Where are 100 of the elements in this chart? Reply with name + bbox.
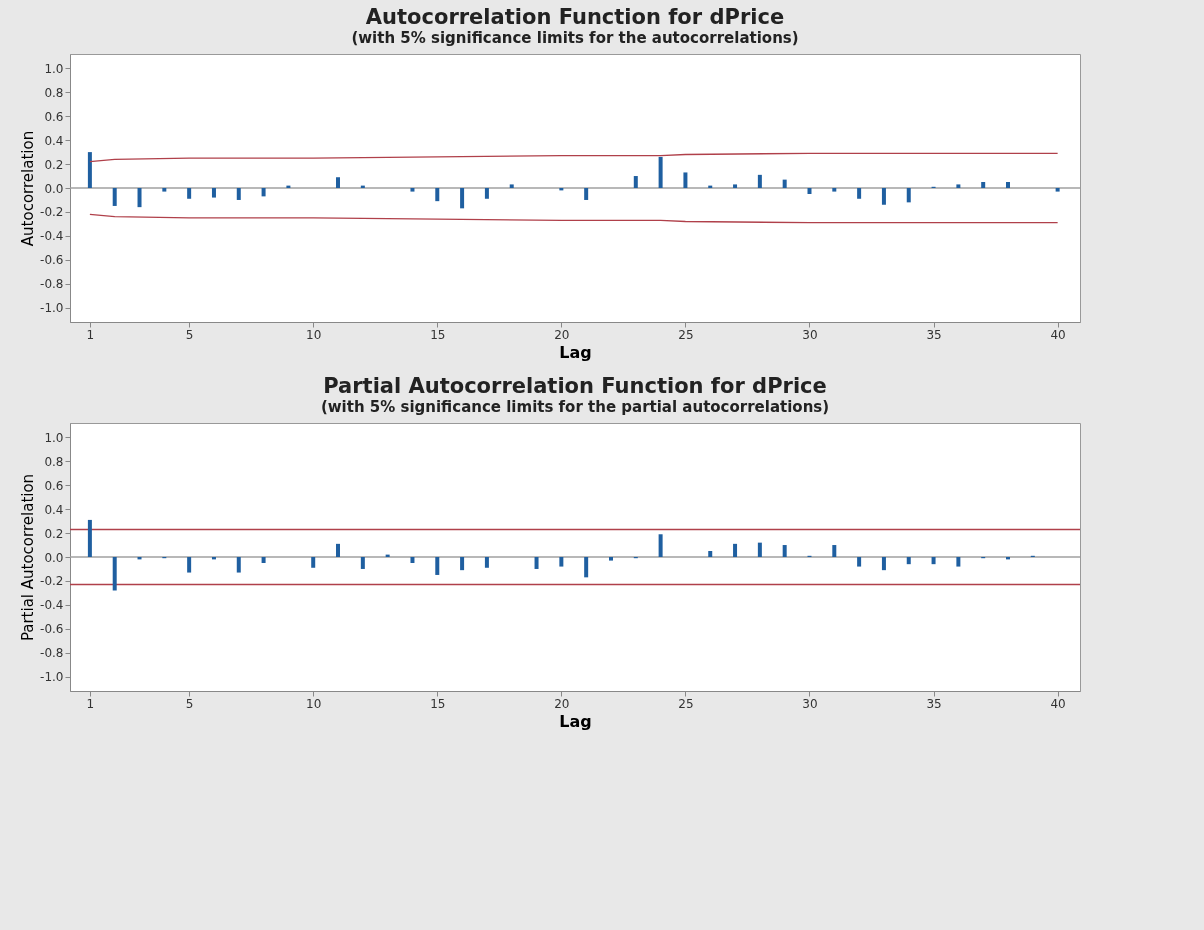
x-tick-label: 20 xyxy=(554,696,570,711)
y-tick-label: 1.0 xyxy=(44,430,64,445)
y-tick-label: 0.8 xyxy=(44,454,64,469)
y-tick-label: 0.6 xyxy=(44,109,64,124)
y-tick-label: -0.8 xyxy=(40,646,64,661)
bar xyxy=(336,177,341,188)
bar xyxy=(534,557,539,569)
bar xyxy=(87,152,92,188)
bar xyxy=(708,551,713,557)
bar xyxy=(410,188,415,192)
bar xyxy=(608,557,613,561)
x-tick-label: 30 xyxy=(802,327,818,342)
bar xyxy=(187,557,192,573)
bar xyxy=(857,557,862,567)
x-tick-label: 35 xyxy=(926,696,942,711)
bar xyxy=(187,188,192,199)
y-tick-label: 0.0 xyxy=(44,181,64,196)
bar xyxy=(261,557,266,563)
bar xyxy=(460,188,465,209)
y-tick-label: -0.2 xyxy=(40,205,64,220)
line-series xyxy=(89,152,1059,163)
x-tick-label: 1 xyxy=(86,696,95,711)
x-tick-label: 20 xyxy=(554,327,570,342)
bar xyxy=(484,188,489,199)
x-tick-label: 30 xyxy=(802,696,818,711)
bar xyxy=(137,188,142,208)
bar xyxy=(311,557,316,568)
bar xyxy=(435,557,440,575)
x-tick-label: 5 xyxy=(185,696,194,711)
bar xyxy=(658,156,663,188)
bar xyxy=(931,557,936,565)
bar xyxy=(336,543,341,557)
bar xyxy=(683,172,688,188)
bar xyxy=(733,184,738,188)
bar xyxy=(460,557,465,571)
line-series xyxy=(89,213,1059,224)
bar xyxy=(782,179,787,188)
y-tick-label: -1.0 xyxy=(40,301,64,316)
bar xyxy=(484,557,489,568)
bar xyxy=(906,188,911,203)
x-axis-title: Lag xyxy=(559,342,592,362)
chart-title: Autocorrelation Function for dPrice xyxy=(365,5,785,29)
bar xyxy=(733,543,738,557)
bar xyxy=(236,188,241,200)
bar xyxy=(832,188,837,192)
bar xyxy=(236,557,241,573)
x-tick-label: 15 xyxy=(430,327,446,342)
y-tick-label: 1.0 xyxy=(44,61,64,76)
y-tick-label: -0.6 xyxy=(40,253,64,268)
bar xyxy=(807,188,812,194)
x-tick-label: 15 xyxy=(430,696,446,711)
bar xyxy=(881,188,886,205)
bar xyxy=(633,176,638,188)
x-tick-label: 10 xyxy=(306,327,322,342)
bar xyxy=(757,542,762,557)
bar xyxy=(857,188,862,199)
y-tick-label: 0.2 xyxy=(44,526,64,541)
y-tick-label: -0.8 xyxy=(40,277,64,292)
bar xyxy=(211,188,216,198)
bar xyxy=(162,188,167,192)
bar xyxy=(435,188,440,202)
bar xyxy=(87,519,92,557)
y-tick-label: -0.6 xyxy=(40,622,64,637)
bar xyxy=(559,557,564,567)
bar xyxy=(112,557,117,591)
x-tick-label: 10 xyxy=(306,696,322,711)
bar xyxy=(956,184,961,188)
bar xyxy=(410,557,415,563)
bar xyxy=(261,188,266,197)
bar xyxy=(881,557,886,571)
chart-title: Partial Autocorrelation Function for dPrice xyxy=(323,374,827,398)
x-tick-label: 5 xyxy=(185,327,194,342)
bar xyxy=(956,557,961,567)
bar xyxy=(584,188,589,200)
x-tick-label: 40 xyxy=(1050,327,1066,342)
y-axis-title: Autocorrelation xyxy=(19,130,38,247)
x-tick-label: 1 xyxy=(86,327,95,342)
bar xyxy=(757,174,762,188)
bar xyxy=(509,184,514,188)
bar xyxy=(981,182,986,188)
bar xyxy=(112,188,117,206)
chart-subtitle: (with 5% significance limits for the partial autocorrelations) xyxy=(320,398,830,416)
y-tick-label: -1.0 xyxy=(40,670,64,685)
y-tick-label: -0.2 xyxy=(40,574,64,589)
chart-subtitle: (with 5% significance limits for the autocorrelations) xyxy=(351,29,799,47)
y-tick-label: 0.6 xyxy=(44,478,64,493)
x-tick-label: 40 xyxy=(1050,696,1066,711)
y-tick-label: 0.8 xyxy=(44,85,64,100)
bar xyxy=(584,557,589,578)
bar xyxy=(782,545,787,557)
y-tick-label: 0.2 xyxy=(44,157,64,172)
y-tick-label: -0.4 xyxy=(40,229,64,244)
bar xyxy=(1055,188,1060,192)
y-tick-label: 0.4 xyxy=(44,133,64,148)
x-tick-label: 35 xyxy=(926,327,942,342)
y-tick-label: 0.4 xyxy=(44,502,64,517)
y-axis-title: Partial Autocorrelation xyxy=(19,473,38,642)
bar xyxy=(1006,182,1010,188)
x-tick-label: 25 xyxy=(678,696,694,711)
x-tick-label: 25 xyxy=(678,327,694,342)
